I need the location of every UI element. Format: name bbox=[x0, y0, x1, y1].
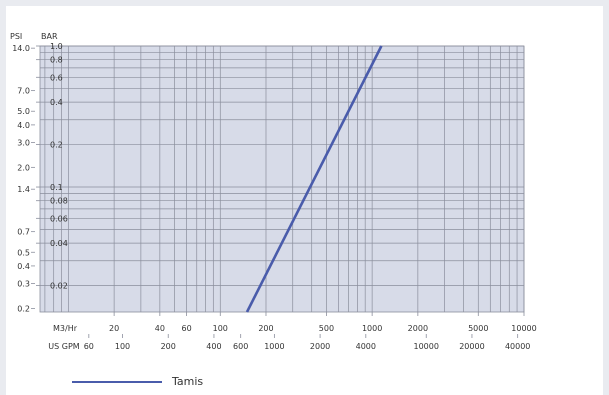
psi-tick-label: 3.0 bbox=[17, 139, 30, 148]
bar-tick-label: 1.0 bbox=[50, 42, 63, 51]
psi-tick-label: 0.2 bbox=[17, 304, 30, 313]
psi-tick-label: 0.3 bbox=[17, 280, 30, 289]
usgpm-tick-label: 60 bbox=[84, 342, 94, 351]
usgpm-tick-label: 20000 bbox=[459, 342, 484, 351]
psi-tick-label: 1.4 bbox=[17, 185, 30, 194]
usgpm-tick-label: 200 bbox=[161, 342, 176, 351]
bar-tick-label: 0.04 bbox=[50, 239, 68, 248]
usgpm-tick-label: 10000 bbox=[414, 342, 439, 351]
bar-tick-label: 0.02 bbox=[50, 282, 68, 291]
usgpm-tick-label: 600 bbox=[233, 342, 248, 351]
bar-tick-label: 0.8 bbox=[50, 56, 63, 65]
bar-tick-label: 0.2 bbox=[50, 141, 63, 150]
bar-tick-label: 0.08 bbox=[50, 197, 68, 206]
x-axis-unit-usgpm: US GPM bbox=[48, 342, 80, 351]
m3hr-tick-label: 500 bbox=[319, 324, 334, 333]
m3hr-tick-label: 10000 bbox=[511, 324, 536, 333]
x-axis-unit-m3hr: M3/Hr bbox=[53, 324, 78, 333]
m3hr-tick-label: 200 bbox=[258, 324, 273, 333]
legend-label-tamis: Tamis bbox=[172, 375, 203, 388]
chart-card: BAR 1.0 0.8 0.6 0.4 0.2 0.1 0.08 0.06 0.04 0.02 PSI… bbox=[6, 6, 603, 395]
m3hr-tick-label: 40 bbox=[155, 324, 165, 333]
plot-area bbox=[40, 46, 524, 312]
m3hr-tick-label: 20 bbox=[109, 324, 119, 333]
psi-tick-label: 0.4 bbox=[17, 262, 30, 271]
m3hr-tick-label: 100 bbox=[213, 324, 228, 333]
psi-tick-label: 7.0 bbox=[17, 87, 30, 96]
usgpm-tick-label: 2000 bbox=[310, 342, 330, 351]
psi-tick-label: 4.0 bbox=[17, 121, 30, 130]
usgpm-tick-label: 100 bbox=[115, 342, 130, 351]
y-axis-unit-psi: PSI bbox=[10, 32, 22, 41]
psi-tick-label: 14.0 bbox=[12, 44, 30, 53]
m3hr-tick-label: 5000 bbox=[468, 324, 488, 333]
m3hr-tick-label: 60 bbox=[181, 324, 191, 333]
psi-tick-label: 0.7 bbox=[17, 228, 30, 237]
psi-tick-label: 5.0 bbox=[17, 107, 30, 116]
bar-tick-label: 0.6 bbox=[50, 73, 63, 82]
usgpm-tick-label: 400 bbox=[206, 342, 221, 351]
y-axis-unit-bar: BAR bbox=[41, 32, 58, 41]
psi-tick-label: 0.5 bbox=[17, 248, 30, 257]
bar-tick-label: 0.1 bbox=[50, 183, 63, 192]
usgpm-tick-label: 40000 bbox=[505, 342, 530, 351]
psi-tick-label: 2.0 bbox=[17, 163, 30, 172]
usgpm-tick-label: 1000 bbox=[264, 342, 284, 351]
bar-tick-label: 0.06 bbox=[50, 214, 68, 223]
m3hr-tick-label: 2000 bbox=[408, 324, 428, 333]
usgpm-tick-label: 4000 bbox=[356, 342, 376, 351]
legend-swatch-tamis bbox=[72, 381, 162, 383]
m3hr-tick-label: 1000 bbox=[362, 324, 382, 333]
bar-tick-label: 0.4 bbox=[50, 98, 63, 107]
